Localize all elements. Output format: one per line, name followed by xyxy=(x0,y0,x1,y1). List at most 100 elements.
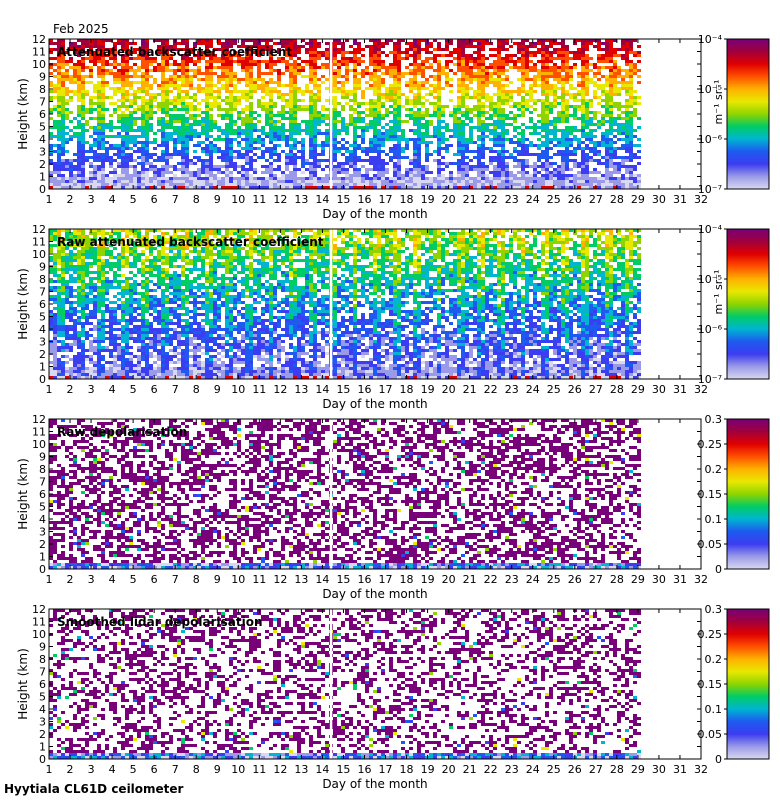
x-axis-label: Day of the month xyxy=(322,397,427,411)
y-tick-label: 10 xyxy=(32,438,46,451)
panel-1: Attenuated backscatter coefficient012345… xyxy=(16,33,770,221)
x-tick-label: 10 xyxy=(231,763,245,776)
x-tick-label: 3 xyxy=(88,573,95,586)
x-tick-label: 12 xyxy=(273,383,287,396)
x-tick-label: 2 xyxy=(67,383,74,396)
x-tick-label: 30 xyxy=(652,573,666,586)
x-tick-label: 16 xyxy=(357,763,371,776)
y-tick-label: 2 xyxy=(39,158,46,171)
x-tick-label: 22 xyxy=(484,763,498,776)
y-tick-label: 1 xyxy=(39,741,46,754)
colorbar-tick-label: 0.2 xyxy=(705,463,723,476)
x-tick-label: 15 xyxy=(336,193,350,206)
heatmap-cells xyxy=(49,39,641,189)
y-tick-label: 1 xyxy=(39,361,46,374)
x-tick-label: 5 xyxy=(130,193,137,206)
x-tick-label: 32 xyxy=(694,383,708,396)
y-axis-label: Height (km) xyxy=(16,458,30,529)
panel-2: Raw attenuated backscatter coefficient01… xyxy=(16,223,770,411)
x-tick-label: 3 xyxy=(88,383,95,396)
y-tick-label: 0 xyxy=(39,183,46,196)
x-tick-label: 27 xyxy=(589,573,603,586)
x-tick-label: 2 xyxy=(67,573,74,586)
colorbar-tick-label: 0.25 xyxy=(698,438,723,451)
colorbar-unit-label: m⁻¹ sr⁻¹ xyxy=(712,80,725,125)
colorbar-tick-label: 10⁻⁶ xyxy=(698,323,723,336)
x-tick-label: 30 xyxy=(652,383,666,396)
y-tick-label: 7 xyxy=(39,286,46,299)
x-tick-label: 15 xyxy=(336,763,350,776)
x-tick-label: 17 xyxy=(379,193,393,206)
x-tick-label: 26 xyxy=(568,193,582,206)
colorbar-tick-label: 10⁻⁷ xyxy=(698,373,722,386)
y-tick-label: 10 xyxy=(32,248,46,261)
x-tick-label: 21 xyxy=(463,383,477,396)
x-axis-label: Day of the month xyxy=(322,777,427,791)
x-tick-label: 5 xyxy=(130,383,137,396)
x-tick-label: 4 xyxy=(109,573,116,586)
x-tick-label: 27 xyxy=(589,193,603,206)
x-tick-label: 8 xyxy=(193,573,200,586)
x-tick-label: 18 xyxy=(400,383,414,396)
colorbar-tick-label: 0.05 xyxy=(698,728,723,741)
y-tick-label: 6 xyxy=(39,678,46,691)
y-tick-label: 7 xyxy=(39,96,46,109)
y-tick-label: 7 xyxy=(39,476,46,489)
y-tick-label: 9 xyxy=(39,261,46,274)
x-tick-label: 19 xyxy=(421,573,435,586)
colorbar: 10⁻⁷ 10⁻⁶ 10⁻⁵ 10⁻⁴ m⁻¹ sr⁻¹ xyxy=(698,223,770,386)
x-tick-label: 25 xyxy=(547,193,561,206)
x-tick-label: 27 xyxy=(589,383,603,396)
colorbar-tick-label: 0.1 xyxy=(705,703,723,716)
y-tick-label: 11 xyxy=(32,426,46,439)
x-tick-label: 20 xyxy=(442,193,456,206)
x-tick-label: 9 xyxy=(214,763,221,776)
colorbar: 10⁻⁷ 10⁻⁶ 10⁻⁵ 10⁻⁴ m⁻¹ sr⁻¹ xyxy=(698,33,770,196)
colorbar-tick-label: 10⁻⁴ xyxy=(698,33,723,46)
x-tick-label: 17 xyxy=(379,383,393,396)
x-tick-label: 14 xyxy=(315,383,329,396)
x-tick-label: 30 xyxy=(652,193,666,206)
x-tick-label: 10 xyxy=(231,193,245,206)
x-tick-label: 18 xyxy=(400,573,414,586)
y-tick-label: 3 xyxy=(39,526,46,539)
x-tick-label: 9 xyxy=(214,573,221,586)
x-tick-label: 5 xyxy=(130,763,137,776)
y-tick-label: 11 xyxy=(32,46,46,59)
x-tick-label: 14 xyxy=(315,573,329,586)
x-tick-label: 14 xyxy=(315,763,329,776)
y-tick-label: 0 xyxy=(39,753,46,766)
x-tick-label: 7 xyxy=(172,193,179,206)
x-tick-label: 28 xyxy=(610,383,624,396)
x-tick-label: 17 xyxy=(379,573,393,586)
x-tick-label: 11 xyxy=(252,763,266,776)
colorbar-tick-label: 0.15 xyxy=(698,678,723,691)
colorbar-scale xyxy=(726,418,770,570)
y-tick-label: 3 xyxy=(39,146,46,159)
y-tick-label: 12 xyxy=(32,413,46,426)
y-tick-label: 12 xyxy=(32,223,46,236)
x-tick-label: 23 xyxy=(505,383,519,396)
data-gap xyxy=(329,229,333,379)
y-tick-label: 5 xyxy=(39,691,46,704)
y-tick-label: 4 xyxy=(39,133,46,146)
panel-4: Smoothed lidar depolarisation01234567891… xyxy=(16,603,770,791)
x-tick-label: 1 xyxy=(46,763,53,776)
y-tick-label: 1 xyxy=(39,171,46,184)
data-gap xyxy=(329,419,333,569)
y-tick-label: 3 xyxy=(39,716,46,729)
y-axis-label: Height (km) xyxy=(16,268,30,339)
colorbar: 0 0.05 0.1 0.15 0.2 0.25 0.3 xyxy=(698,603,770,766)
x-tick-label: 16 xyxy=(357,573,371,586)
x-tick-label: 26 xyxy=(568,763,582,776)
x-tick-label: 29 xyxy=(631,573,645,586)
panel-title: Raw depolarisation xyxy=(57,425,187,439)
y-tick-label: 12 xyxy=(32,603,46,616)
x-tick-label: 13 xyxy=(294,573,308,586)
x-tick-label: 26 xyxy=(568,383,582,396)
colorbar-tick-label: 0 xyxy=(715,753,722,766)
x-tick-label: 16 xyxy=(357,193,371,206)
x-tick-label: 28 xyxy=(610,763,624,776)
